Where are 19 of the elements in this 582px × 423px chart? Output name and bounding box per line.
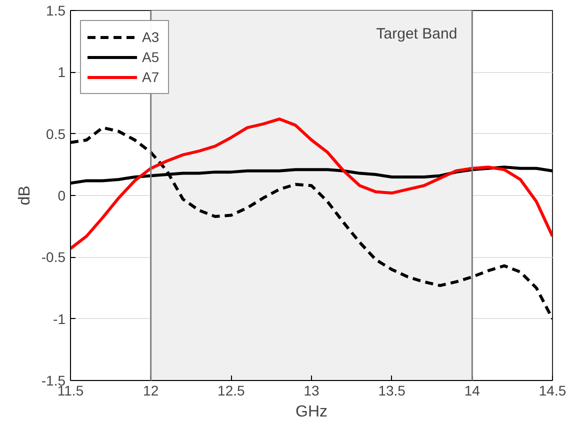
x-axis-title: GHz: [296, 404, 328, 420]
y-tick-label: 1: [58, 64, 66, 80]
y-tick-label: 0.5: [46, 126, 66, 142]
legend-label: A3: [142, 29, 160, 45]
legend-label: A5: [142, 49, 160, 65]
x-tick-label: 12.5: [218, 382, 246, 398]
y-tick-label: 1.5: [46, 2, 66, 18]
band-label: Target Band: [376, 26, 458, 42]
line-series: [70, 118, 552, 250]
legend-label: A7: [142, 69, 160, 85]
x-tick-label: 14.5: [538, 382, 566, 398]
y-tick-label: 0: [58, 188, 66, 204]
x-tick-label: 13.5: [378, 382, 406, 398]
y-axis-title: dB: [16, 186, 34, 206]
x-tick-label: 12: [143, 382, 159, 398]
x-tick-label: 13: [304, 382, 320, 398]
y-tick-label: -1: [53, 310, 66, 327]
y-tick-label: -0.5: [41, 249, 66, 266]
x-tick-label: 14: [464, 382, 480, 398]
